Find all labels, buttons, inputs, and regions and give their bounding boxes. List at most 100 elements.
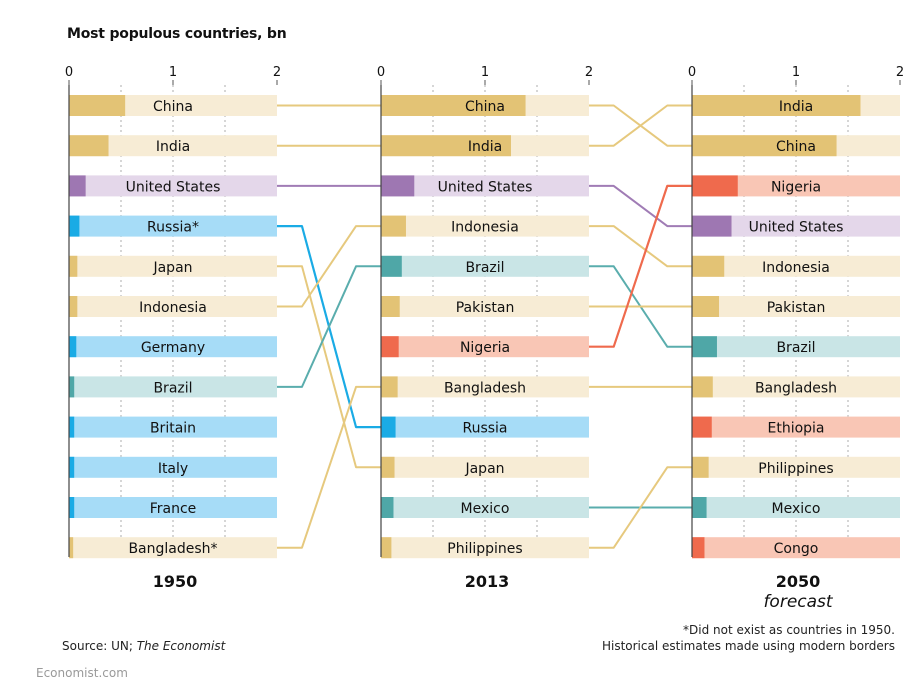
bar-track: [692, 376, 900, 398]
bar-russia: [381, 416, 396, 438]
bar-row-philippines: Philippines: [692, 456, 900, 478]
bar-row-china: China: [381, 95, 589, 116]
connector-layer: [277, 104, 692, 549]
connector-indonesia: [589, 225, 692, 268]
bar-ethiopia: [692, 416, 712, 438]
tick-label: 1: [792, 65, 800, 80]
panel-subtitle: forecast: [763, 592, 833, 612]
panels-layer: 0 1 2 China India United States Russia* Japan In…: [65, 65, 904, 612]
tick-label: 2: [585, 65, 593, 80]
bar-row-bangladesh: Bangladesh*: [69, 537, 277, 559]
bar-mexico: [692, 497, 707, 518]
bar-row-brazil: Brazil: [69, 376, 277, 398]
tick-label: 0: [377, 65, 385, 80]
bar-pakistan: [692, 296, 720, 317]
bar-row-philippines: Philippines: [381, 537, 589, 559]
panel-year-label: 2013: [465, 572, 510, 591]
bar-brazil: [381, 255, 402, 277]
connector-india: [589, 104, 692, 147]
connector-brazil: [277, 265, 381, 388]
bar-china: [69, 95, 126, 116]
bar-japan: [69, 255, 78, 277]
bar-india: [381, 135, 511, 157]
bar-track: [381, 537, 589, 559]
bar-track: [69, 135, 277, 157]
bar-row-pakistan: Pakistan: [381, 296, 589, 317]
bar-track: [692, 456, 900, 478]
bar-label-pakistan: Pakistan: [767, 300, 826, 316]
bar-track: [69, 376, 277, 398]
bar-philippines: [692, 456, 709, 478]
bar-track: [381, 175, 589, 197]
bar-track: [381, 497, 589, 518]
bar-label-indonesia: Indonesia: [451, 220, 519, 236]
watermark: Economist.com: [36, 666, 128, 680]
bar-row-pakistan: Pakistan: [692, 296, 900, 317]
bar-track: [381, 296, 589, 317]
bar-label-bangladesh: Bangladesh: [444, 380, 526, 396]
panel-2013: 0 1 2 China India United States Indonesia Brazi…: [377, 65, 593, 591]
bar-row-bangladesh: Bangladesh: [692, 376, 900, 398]
connector-nigeria: [589, 184, 692, 348]
bar-italy: [69, 456, 75, 478]
tick-label: 2: [896, 65, 904, 80]
bar-label-indonesia: Indonesia: [139, 300, 207, 316]
bar-row-russia: Russia*: [69, 215, 277, 237]
bar-row-united-states: United States: [381, 175, 589, 197]
bar-row-indonesia: Indonesia: [692, 255, 900, 277]
bar-row-ethiopia: Ethiopia: [692, 416, 900, 438]
bar-pakistan: [381, 296, 400, 317]
bar-row-mexico: Mexico: [381, 497, 589, 518]
bar-row-britain: Britain: [69, 416, 277, 438]
bar-track: [692, 296, 900, 317]
bar-label-britain: Britain: [150, 421, 196, 437]
bar-label-italy: Italy: [158, 461, 188, 477]
bar-label-india: India: [779, 99, 813, 115]
footnote-line-2: Historical estimates made using modern b…: [601, 639, 895, 653]
bar-label-philippines: Philippines: [447, 541, 522, 557]
footnote-line-1: *Did not exist as countries in 1950.: [683, 623, 895, 637]
bar-row-germany: Germany: [69, 336, 277, 358]
tick-label: 0: [688, 65, 696, 80]
bar-label-mexico: Mexico: [772, 501, 821, 517]
bar-track: [692, 215, 900, 237]
bar-label-france: France: [150, 501, 197, 517]
bar-nigeria: [692, 175, 738, 197]
bar-track: [381, 336, 589, 358]
bar-row-indonesia: Indonesia: [69, 296, 277, 317]
bar-track: [69, 497, 277, 518]
bar-indonesia: [381, 215, 406, 237]
bar-label-mexico: Mexico: [461, 501, 510, 517]
tick-label: 2: [273, 65, 281, 80]
bar-track: [692, 336, 900, 358]
bar-label-india: India: [156, 139, 190, 155]
panel-2050: 0 1 2 India China Nigeria United States Indones…: [688, 65, 904, 612]
bar-label-germany: Germany: [141, 340, 205, 356]
bar-label-japan: Japan: [152, 260, 192, 276]
bar-china: [381, 95, 526, 116]
bar-russia: [69, 215, 80, 237]
bar-japan: [381, 456, 395, 478]
bar-row-nigeria: Nigeria: [381, 336, 589, 358]
bar-britain: [69, 416, 75, 438]
bar-label-brazil: Brazil: [153, 380, 192, 396]
bar-india: [692, 95, 861, 116]
bump-bar-chart: 0 1 2 China India United States Russia* Japan In…: [65, 65, 904, 612]
bar-row-india: India: [381, 135, 589, 157]
bar-track: [381, 376, 589, 398]
bar-label-congo: Congo: [774, 541, 819, 557]
bar-nigeria: [381, 336, 399, 358]
bar-track: [692, 537, 900, 559]
bar-label-india: India: [468, 139, 502, 155]
bar-united-states: [69, 175, 86, 197]
bar-track: [69, 296, 277, 317]
bar-row-congo: Congo: [692, 537, 900, 559]
bar-label-united-states: United States: [749, 220, 844, 236]
bar-label-nigeria: Nigeria: [460, 340, 510, 356]
bar-row-france: France: [69, 497, 277, 518]
bar-track: [692, 175, 900, 197]
bar-row-mexico: Mexico: [692, 497, 900, 518]
panel-year-label: 1950: [153, 572, 198, 591]
connector-japan: [277, 265, 381, 469]
bar-label-united-states: United States: [438, 179, 533, 195]
